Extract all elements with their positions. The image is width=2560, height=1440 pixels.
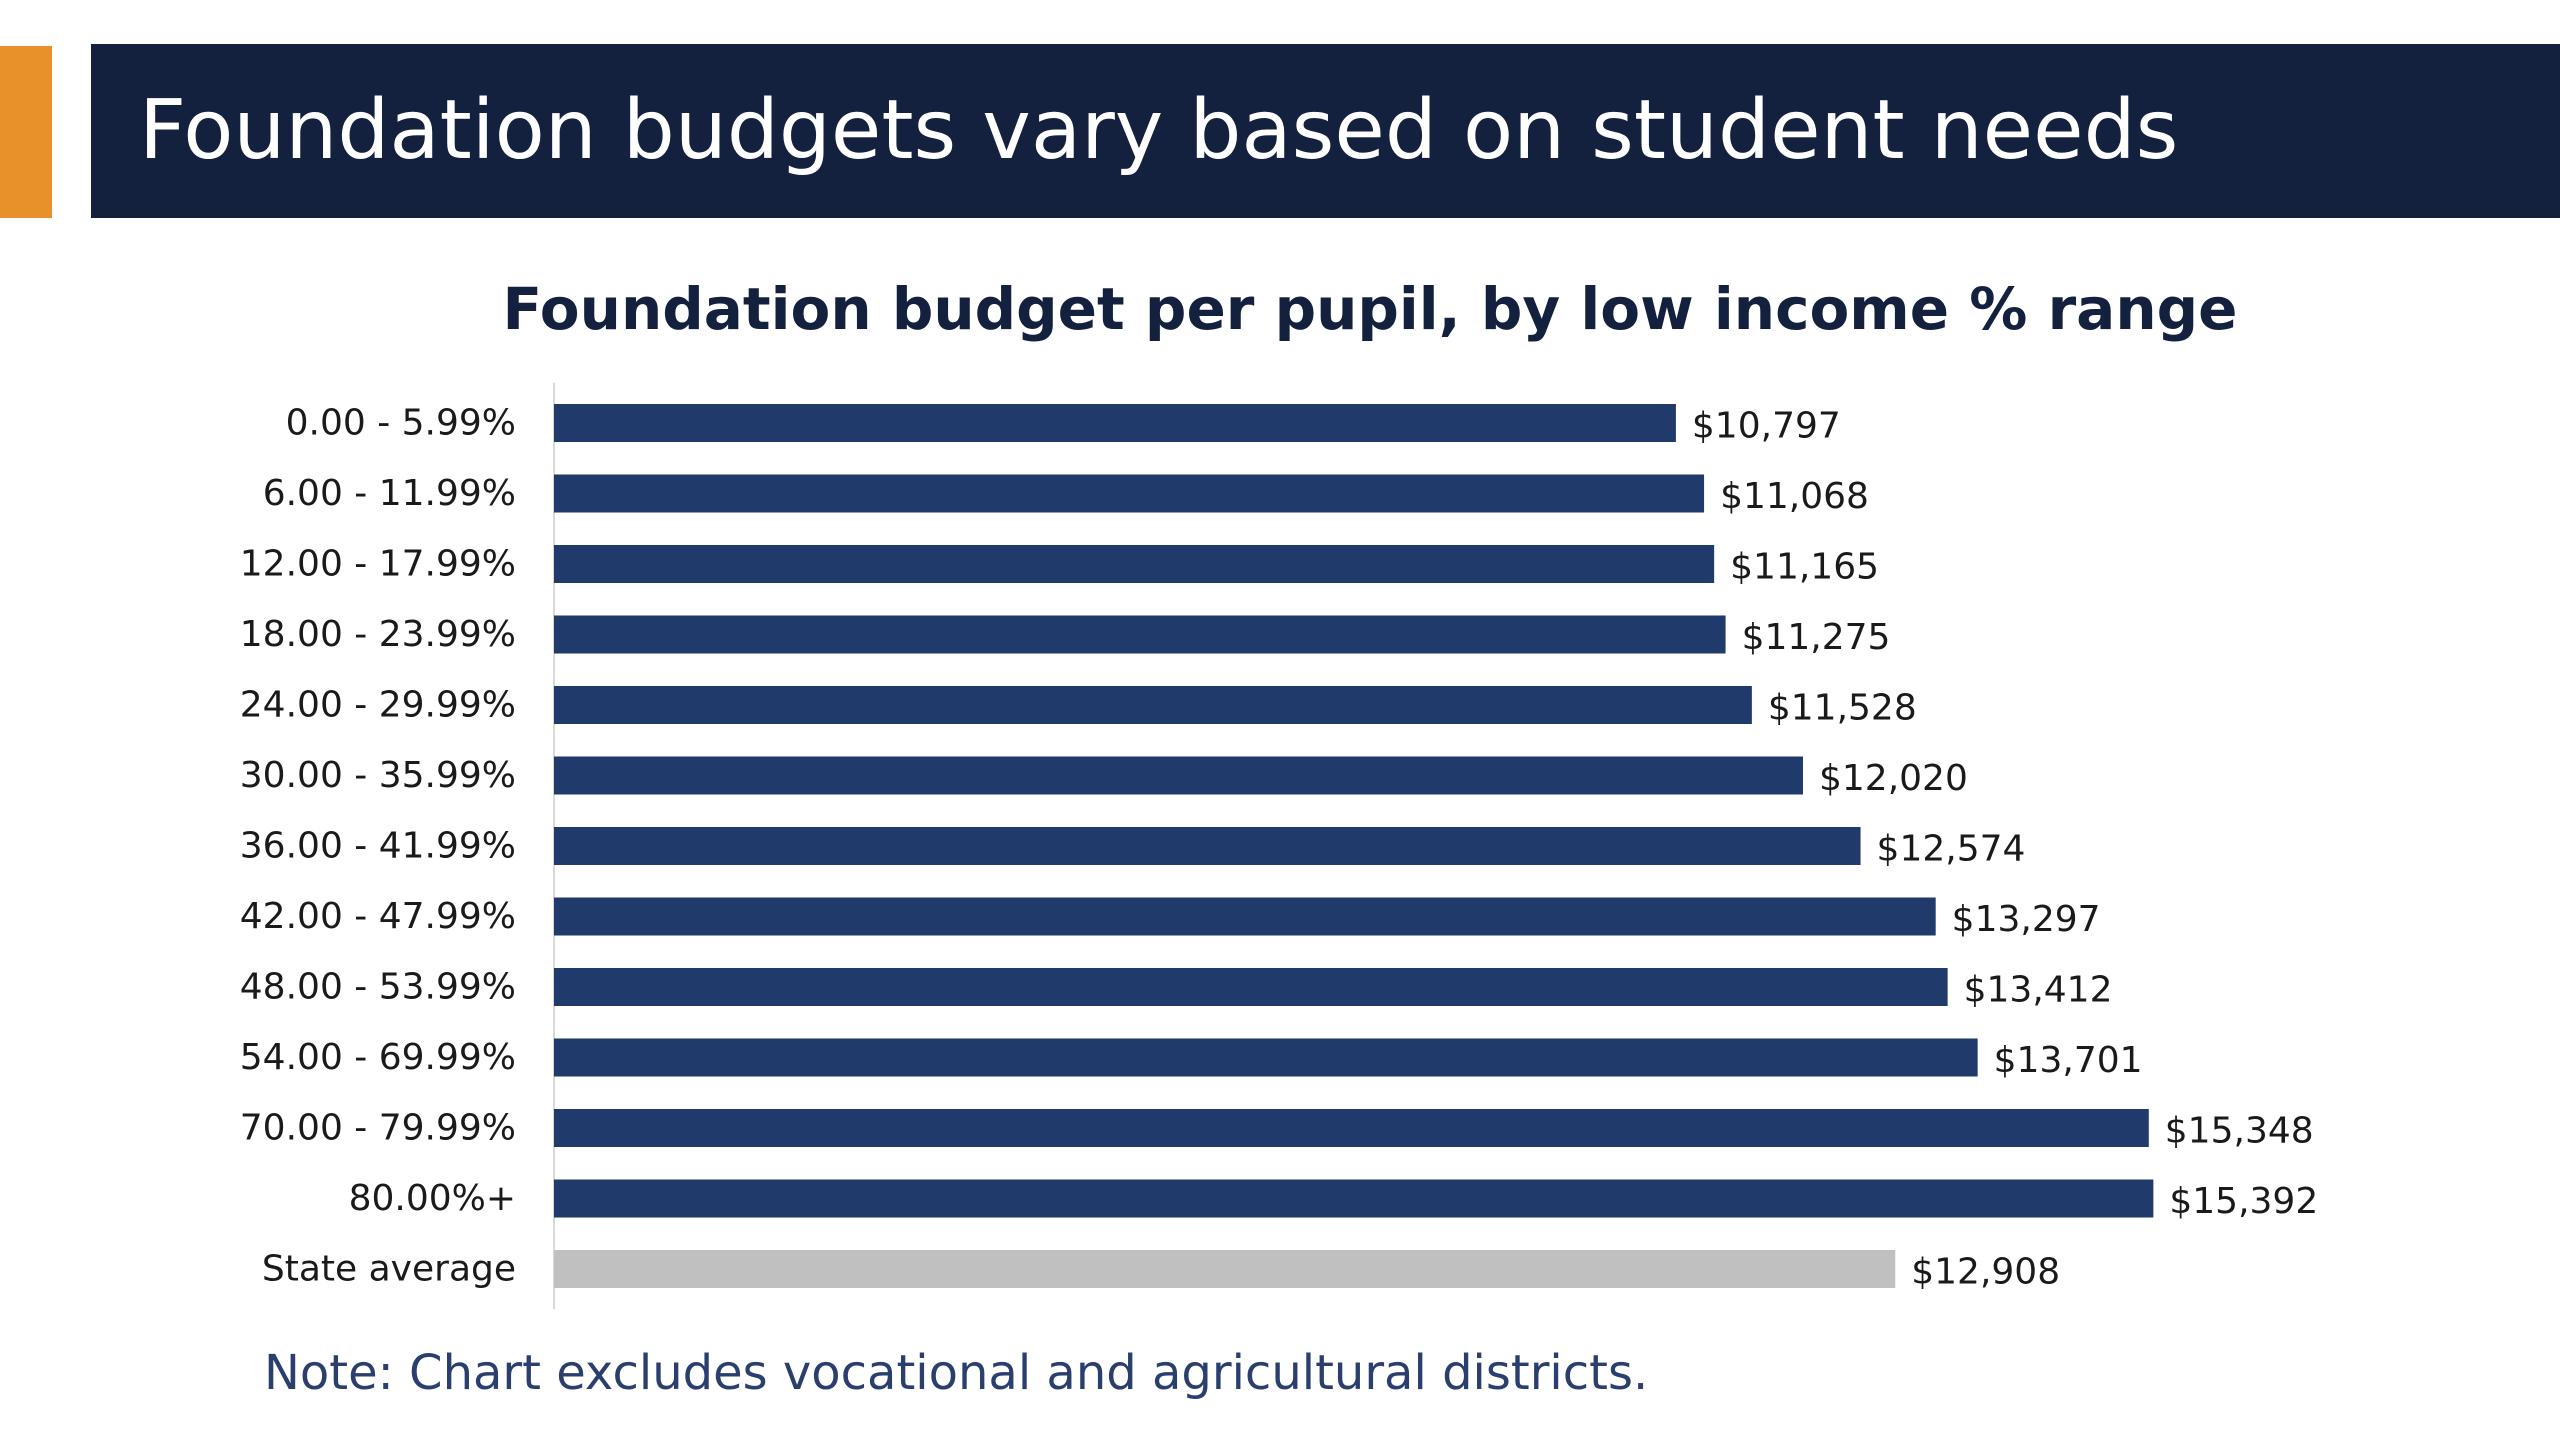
category-label: 54.00 - 69.99% [240,1037,516,1078]
category-label: 6.00 - 11.99% [263,473,516,514]
category-label: 48.00 - 53.99% [240,967,516,1008]
category-label: State average [262,1249,516,1290]
data-label: $10,797 [1692,406,1841,447]
data-label: $11,068 [1720,476,1869,517]
data-label: $15,392 [2169,1181,2318,1222]
bar [554,686,1752,724]
bar [554,968,1948,1006]
bar [554,1109,2149,1147]
chart-title: Foundation budget per pupil, by low inco… [502,275,2238,343]
accent-bar [0,46,52,218]
category-label: 12.00 - 17.99% [240,544,516,585]
bar [554,897,1936,936]
data-label: $12,020 [1819,758,1968,799]
data-label: $12,574 [1877,829,2026,870]
bar [554,474,1705,513]
data-label: $13,412 [1964,970,2113,1011]
bar-state-average [554,1250,1896,1288]
bar [554,1179,2154,1218]
bar [554,404,1676,442]
category-label: 70.00 - 79.99% [240,1108,516,1149]
data-label: $15,348 [2165,1111,2314,1152]
category-label: 18.00 - 23.99% [240,614,516,655]
bar [554,615,1726,654]
bar [554,827,1861,865]
data-label: $13,701 [1994,1040,2143,1081]
data-label: $11,275 [1742,617,1891,658]
chart-note: Note: Chart excludes vocational and agri… [264,1345,1649,1401]
category-label: 0.00 - 5.99% [286,403,516,444]
category-label: 80.00%+ [349,1178,516,1219]
data-label: $13,297 [1952,899,2101,940]
category-label: 42.00 - 47.99% [240,896,516,937]
data-label: $12,908 [1911,1252,2060,1293]
bar [554,1038,1978,1077]
data-label: $11,165 [1730,547,1879,588]
bar [554,756,1803,795]
category-label: 30.00 - 35.99% [240,755,516,796]
bar [554,545,1715,583]
slide-title: Foundation budgets vary based on student… [139,83,2179,178]
category-label: 24.00 - 29.99% [240,685,516,726]
title-banner [91,44,2560,218]
data-label: $11,528 [1768,688,1917,729]
category-label: 36.00 - 41.99% [240,826,516,867]
